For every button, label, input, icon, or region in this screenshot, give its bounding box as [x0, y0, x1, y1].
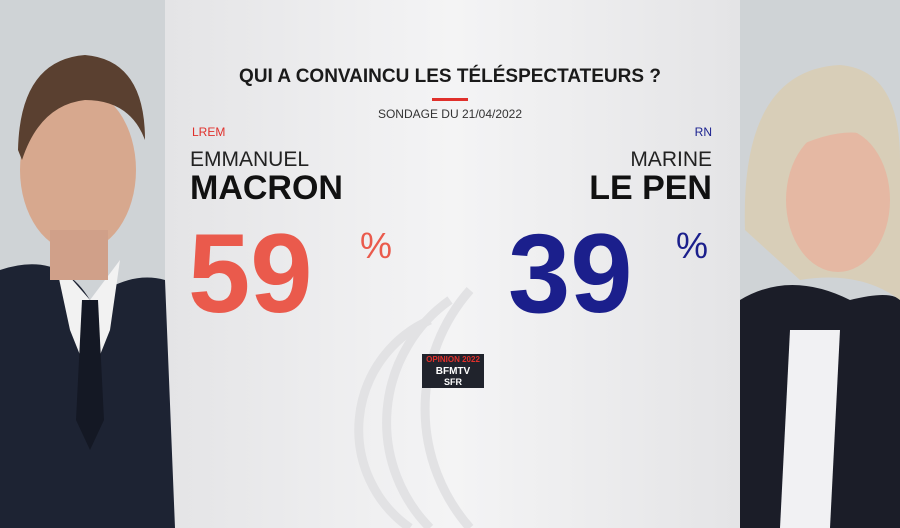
logo-text: OPINION 2022	[426, 355, 480, 364]
panel	[165, 0, 740, 528]
party: RN	[695, 125, 712, 139]
last-name: MACRON	[190, 169, 343, 207]
first-name: MARINE	[630, 148, 712, 171]
first-name: EMMANUEL	[190, 148, 309, 171]
left-photo	[0, 0, 175, 528]
subtitle: SONDAGE DU 21/04/2022	[378, 107, 522, 121]
score-unit: %	[360, 225, 392, 266]
title: QUI A CONVAINCU LES TÉLÉSPECTATEURS ?	[239, 65, 661, 87]
score: 59	[188, 211, 313, 336]
score: 39	[508, 211, 633, 336]
logo-text: BFMTV	[436, 366, 471, 377]
right-photo	[740, 0, 900, 528]
decor-arcs	[354, 287, 474, 528]
last-name: LE PEN	[589, 169, 712, 207]
logo: OPINION 2022 BFMTV SFR	[422, 354, 484, 388]
party: LREM	[192, 125, 225, 139]
title-underline	[432, 98, 468, 101]
score-unit: %	[676, 225, 708, 266]
logo-text: SFR	[444, 377, 463, 387]
